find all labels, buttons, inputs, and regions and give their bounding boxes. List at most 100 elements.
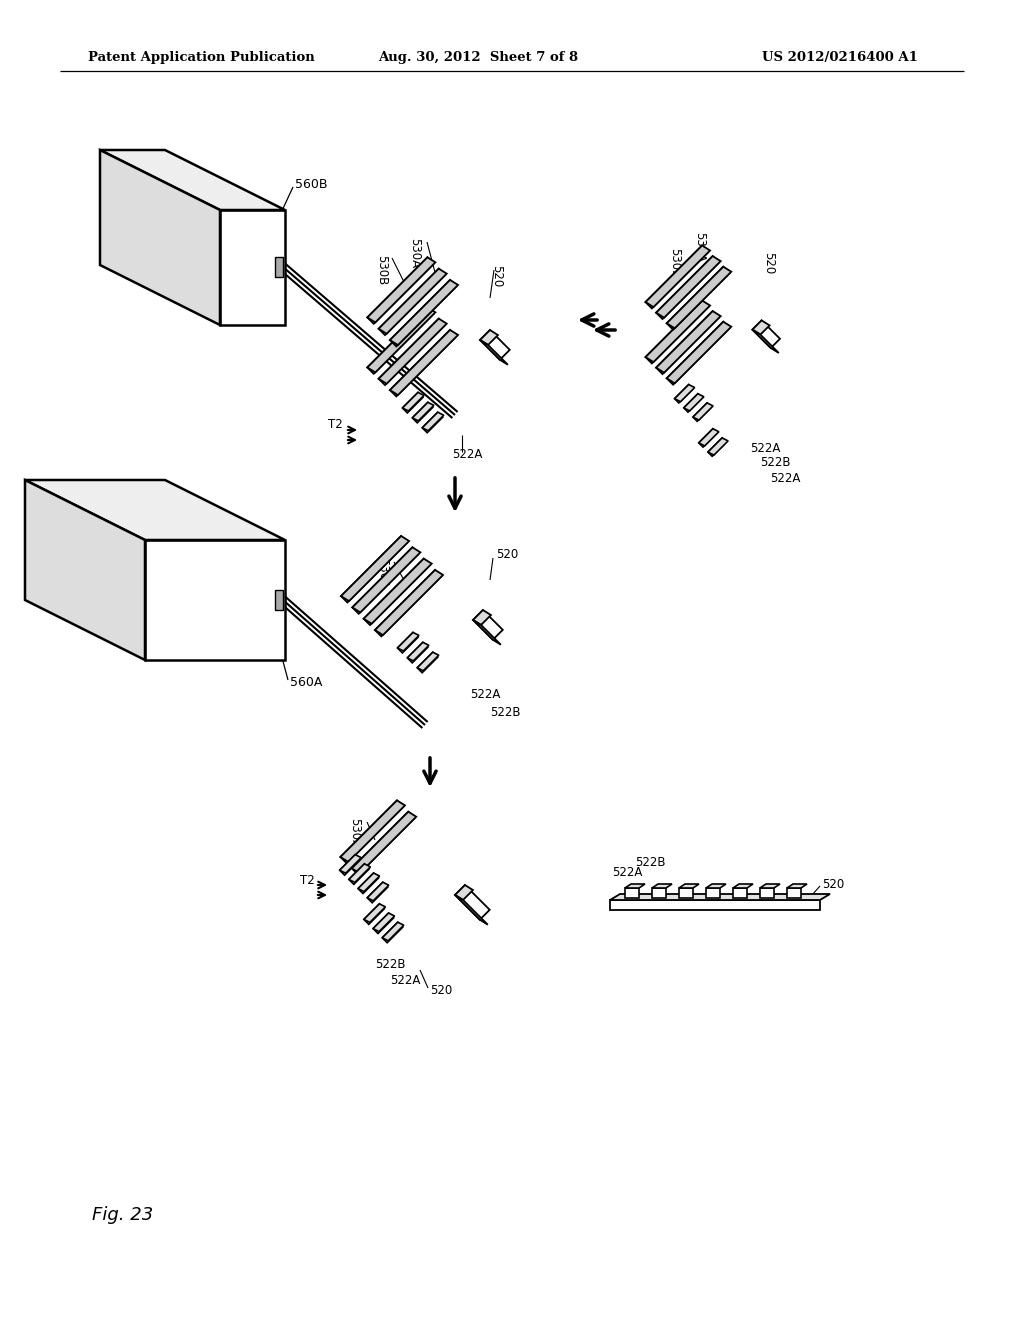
Polygon shape [753,330,779,352]
Polygon shape [375,570,441,636]
Polygon shape [364,558,430,626]
Polygon shape [698,429,719,446]
Polygon shape [698,429,717,447]
Text: 522A: 522A [452,449,482,462]
Polygon shape [375,570,443,635]
Polygon shape [340,800,403,863]
Polygon shape [675,384,693,403]
Polygon shape [667,267,731,329]
Polygon shape [368,308,435,372]
Polygon shape [373,913,393,933]
Polygon shape [402,392,423,413]
Polygon shape [706,884,726,888]
Polygon shape [341,536,410,601]
Polygon shape [368,257,435,322]
Polygon shape [667,322,731,383]
Polygon shape [473,610,490,624]
Text: T2: T2 [300,874,314,887]
Polygon shape [625,884,645,888]
Polygon shape [408,643,428,663]
Polygon shape [382,923,402,942]
Polygon shape [275,590,283,610]
Polygon shape [733,888,746,898]
Text: T2: T2 [328,418,343,432]
Polygon shape [340,854,360,875]
Polygon shape [693,403,712,421]
Polygon shape [368,257,434,323]
Polygon shape [480,330,498,345]
Text: Patent Application Publication: Patent Application Publication [88,50,314,63]
Polygon shape [706,888,720,898]
Polygon shape [402,392,424,411]
Polygon shape [733,884,753,888]
Text: 520: 520 [822,879,844,891]
Polygon shape [351,812,415,875]
Polygon shape [364,904,385,923]
Polygon shape [352,548,419,614]
Text: 522A: 522A [390,974,421,986]
Polygon shape [753,321,780,348]
Polygon shape [652,888,666,898]
Text: 560B: 560B [295,178,328,191]
Polygon shape [760,888,774,898]
Polygon shape [679,884,699,888]
Text: 530A: 530A [409,238,422,268]
Text: 530A: 530A [348,818,361,849]
Polygon shape [413,403,433,422]
Polygon shape [390,280,458,345]
Polygon shape [480,341,508,364]
Polygon shape [379,318,445,385]
Text: 530A: 530A [377,558,389,589]
Text: 520: 520 [430,983,453,997]
Polygon shape [373,913,394,932]
Polygon shape [656,312,719,374]
Text: 522B: 522B [375,958,406,972]
Polygon shape [480,330,510,360]
Polygon shape [25,480,145,660]
Polygon shape [352,548,421,612]
Text: 560A: 560A [290,676,323,689]
Polygon shape [364,904,384,924]
Polygon shape [610,900,820,909]
Polygon shape [368,882,389,900]
Polygon shape [684,393,703,411]
Polygon shape [652,884,672,888]
Polygon shape [645,246,709,309]
Polygon shape [358,873,379,894]
Polygon shape [684,393,702,412]
Polygon shape [708,438,726,457]
Polygon shape [340,800,404,862]
Polygon shape [397,632,418,653]
Polygon shape [100,150,285,210]
Text: 522B: 522B [635,855,666,869]
Polygon shape [408,643,429,661]
Polygon shape [379,269,446,334]
Text: 520: 520 [763,252,775,275]
Polygon shape [645,301,710,362]
Polygon shape [358,873,380,891]
Polygon shape [368,308,434,374]
Polygon shape [455,895,487,925]
Polygon shape [679,888,693,898]
Polygon shape [645,246,710,308]
Polygon shape [422,412,443,430]
Polygon shape [145,540,285,660]
Polygon shape [667,322,730,384]
Text: 522A: 522A [612,866,642,879]
Polygon shape [760,884,780,888]
Polygon shape [341,536,408,602]
Polygon shape [473,620,501,644]
Polygon shape [100,150,220,325]
Polygon shape [656,256,721,318]
Polygon shape [368,882,388,903]
Polygon shape [675,384,694,401]
Polygon shape [25,480,285,540]
Text: 522B: 522B [760,457,791,470]
Polygon shape [397,632,419,651]
Polygon shape [455,884,489,920]
Polygon shape [390,330,458,395]
Text: Aug. 30, 2012  Sheet 7 of 8: Aug. 30, 2012 Sheet 7 of 8 [378,50,579,63]
Text: 522A: 522A [770,471,801,484]
Text: US 2012/0216400 A1: US 2012/0216400 A1 [762,50,918,63]
Polygon shape [275,257,283,277]
